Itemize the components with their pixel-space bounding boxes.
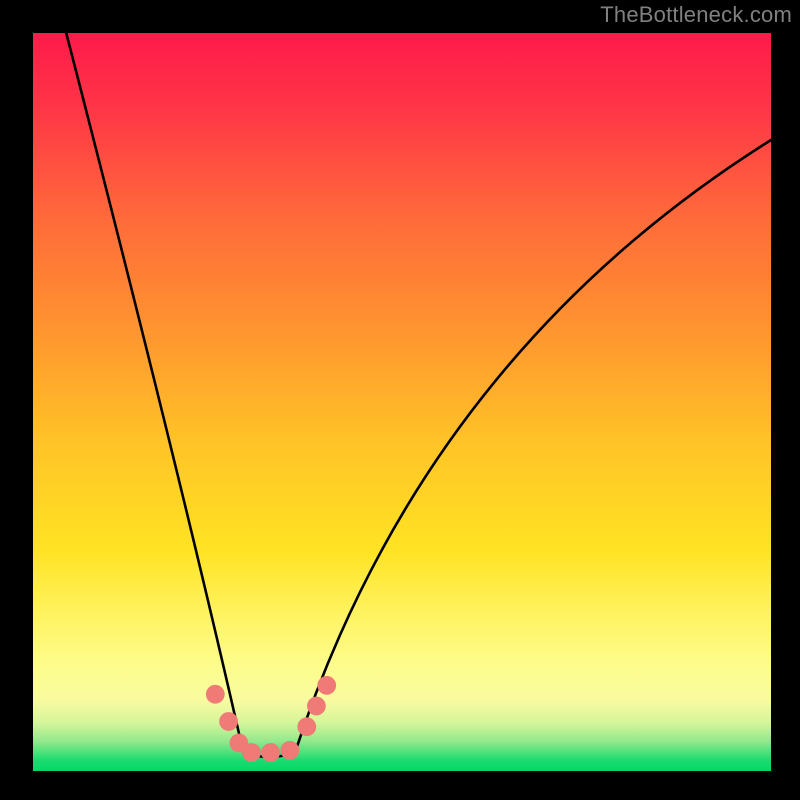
bottleneck-curve: [33, 33, 771, 771]
curve-path: [66, 33, 771, 757]
curve-marker: [318, 676, 336, 694]
watermark-text: TheBottleneck.com: [600, 2, 792, 28]
curve-marker: [281, 741, 299, 759]
curve-marker: [220, 713, 238, 731]
chart-canvas: TheBottleneck.com: [0, 0, 800, 800]
curve-marker: [242, 744, 260, 762]
curve-marker: [206, 685, 224, 703]
curve-marker: [262, 744, 280, 762]
curve-marker: [307, 697, 325, 715]
plot-area: [33, 33, 771, 771]
curve-marker: [298, 718, 316, 736]
